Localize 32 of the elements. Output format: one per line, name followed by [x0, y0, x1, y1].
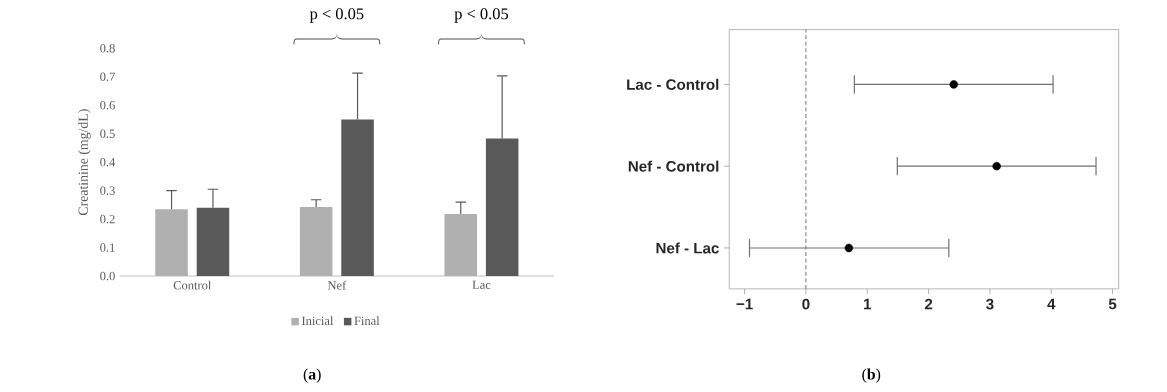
y-axis-title: Creatinine (mg/dL) — [78, 109, 91, 215]
y-tick-label: 0.4 — [100, 157, 116, 167]
text: p < 0.05 — [454, 8, 509, 23]
x-tick-label: 5 — [1108, 298, 1117, 310]
y-tick-label: 0.1 — [100, 243, 115, 252]
x-tick-label: 0 — [802, 298, 810, 310]
x-tick-label: −1 — [736, 298, 753, 309]
x-tick-label: 3 — [986, 298, 994, 310]
x-tick-label: Nef — [327, 280, 347, 290]
x-tick-label: Lac — [472, 280, 491, 289]
y-tick-label: 0.8 — [100, 43, 115, 53]
bar — [155, 208, 188, 276]
y-tick-label: 0.5 — [100, 129, 115, 138]
text: (a) — [303, 368, 321, 383]
bar — [444, 213, 478, 276]
text: p < 0.05 — [309, 8, 364, 23]
y-tick-label: 0.7 — [100, 72, 115, 81]
y-tick-label: Nef - Lac — [656, 242, 719, 254]
x-tick-label: 2 — [924, 298, 933, 310]
y-tick-label: Nef - Control — [628, 160, 719, 172]
text: (b) — [862, 368, 881, 383]
y-tick-label: 0.2 — [100, 214, 115, 224]
y-tick-label: Lac - Control — [627, 78, 719, 90]
y-tick-label: 0.3 — [100, 186, 115, 195]
bar — [299, 206, 333, 276]
legend-label: Inicial — [301, 316, 334, 325]
y-tick-label: 0.0 — [100, 271, 115, 281]
x-tick-label: 1 — [864, 298, 872, 309]
x-tick-label: 4 — [1047, 298, 1056, 309]
x-tick-label: Control — [173, 280, 212, 290]
legend-label: Final — [354, 316, 380, 325]
y-tick-label: 0.6 — [100, 100, 115, 110]
